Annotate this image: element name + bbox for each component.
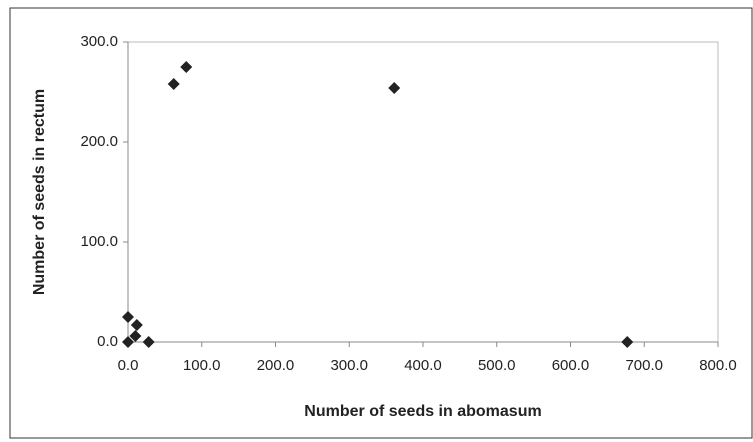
x-tick-label: 200.0: [257, 357, 295, 374]
data-point: [621, 336, 634, 348]
data-point: [167, 78, 180, 90]
y-tick-label: 100.0: [80, 233, 118, 250]
y-tick-label: 0.0: [97, 333, 118, 350]
x-tick-label: 600.0: [552, 357, 590, 374]
data-point: [388, 82, 401, 94]
x-tick-label: 400.0: [404, 357, 442, 374]
y-tick-label: 300.0: [80, 33, 118, 50]
data-point: [122, 311, 134, 323]
data-point: [129, 330, 142, 342]
data-point: [122, 336, 134, 348]
y-axis-title: Number of seeds in rectum: [31, 89, 48, 295]
x-tick-label: 700.0: [625, 357, 663, 374]
y-tick-label: 200.0: [80, 133, 118, 150]
x-tick-label: 800.0: [699, 357, 737, 374]
x-tick-label: 0.0: [118, 357, 139, 374]
chart-border: [9, 7, 753, 439]
plot-area: [127, 41, 719, 343]
data-point: [180, 61, 193, 73]
x-tick-label: 300.0: [330, 357, 368, 374]
x-tick-label: 500.0: [478, 357, 516, 374]
data-point: [142, 336, 155, 348]
x-axis-title: Number of seeds in abomasum: [304, 403, 541, 420]
data-point: [130, 319, 143, 331]
x-tick-label: 100.0: [183, 357, 221, 374]
